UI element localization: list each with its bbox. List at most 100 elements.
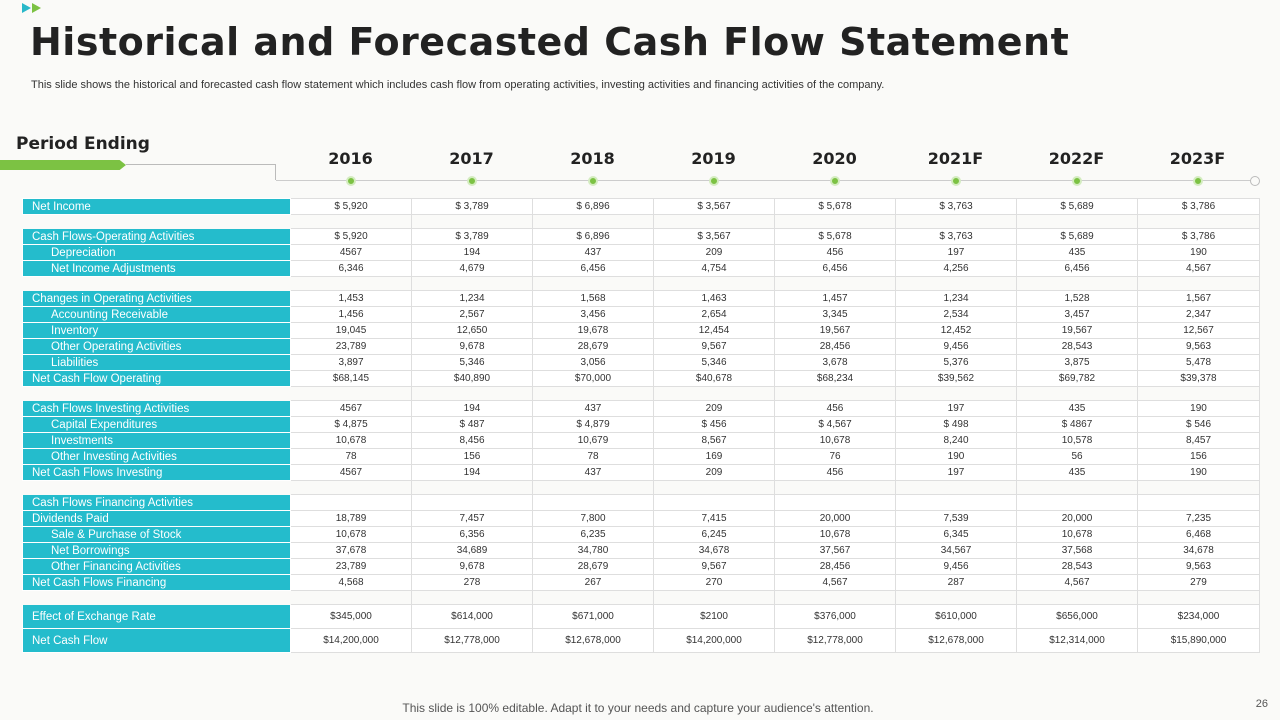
value-cell: 2,347 <box>1137 306 1260 323</box>
value-cell: $12,778,000 <box>411 628 533 653</box>
value-cell: 1,463 <box>653 290 775 307</box>
year-header: 2017 <box>449 149 494 168</box>
year-header: 2018 <box>570 149 615 168</box>
year-header: 2016 <box>328 149 373 168</box>
value-cell: 197 <box>895 244 1017 261</box>
spacer-cell <box>774 590 896 605</box>
spacer-cell <box>290 386 412 401</box>
value-cell: $68,234 <box>774 370 896 387</box>
value-cell: 9,678 <box>411 338 533 355</box>
value-cell <box>1137 494 1260 511</box>
value-cell: 437 <box>532 464 654 481</box>
value-cell: 3,457 <box>1016 306 1138 323</box>
value-cell: 28,543 <box>1016 338 1138 355</box>
spacer-row <box>22 480 1260 495</box>
footer-note: This slide is 100% editable. Adapt it to… <box>402 701 874 715</box>
green-arrow-icon <box>32 3 41 13</box>
value-cell: $12,314,000 <box>1016 628 1138 653</box>
period-ending-label: Period Ending <box>16 134 150 154</box>
spacer-cell <box>411 590 533 605</box>
row-label: Depreciation <box>22 244 291 261</box>
value-cell: 4567 <box>290 244 412 261</box>
value-cell: 78 <box>290 448 412 465</box>
value-cell: $69,782 <box>1016 370 1138 387</box>
value-cell <box>532 494 654 511</box>
value-cell: 209 <box>653 244 775 261</box>
spacer-cell <box>653 590 775 605</box>
value-cell: 1,567 <box>1137 290 1260 307</box>
value-cell: 190 <box>895 448 1017 465</box>
year-header: 2022F <box>1048 149 1105 168</box>
value-cell: 209 <box>653 464 775 481</box>
value-cell: 3,345 <box>774 306 896 323</box>
value-cell: 19,567 <box>774 322 896 339</box>
spacer-row <box>22 214 1260 229</box>
value-cell: $15,890,000 <box>1137 628 1260 653</box>
table-row: Other Financing Activities 23,789 9,678 28,… <box>22 558 1260 575</box>
value-cell: 1,456 <box>290 306 412 323</box>
value-cell: 278 <box>411 574 533 591</box>
slide-subtitle: This slide shows the historical and fore… <box>31 79 885 91</box>
page-number: 26 <box>1255 698 1268 710</box>
row-label: Effect of Exchange Rate <box>22 604 291 629</box>
value-cell: $12,678,000 <box>532 628 654 653</box>
value-cell: $ 498 <box>895 416 1017 433</box>
value-cell: 456 <box>774 400 896 417</box>
table-row: Cash Flows-Operating Activities $ 5,920 $ … <box>22 228 1260 245</box>
spacer-cell <box>653 276 775 291</box>
row-label: Liabilities <box>22 354 291 371</box>
table-row: Inventory 19,045 12,650 19,678 12,454 19,567 1… <box>22 322 1260 339</box>
value-cell: $ 3,786 <box>1137 198 1260 215</box>
value-cell: 4567 <box>290 464 412 481</box>
value-cell: $376,000 <box>774 604 896 629</box>
value-cell: 6,235 <box>532 526 654 543</box>
timeline-dot-icon <box>950 176 961 186</box>
value-cell: 4,256 <box>895 260 1017 277</box>
row-label: Other Financing Activities <box>22 558 291 575</box>
value-cell: 267 <box>532 574 654 591</box>
row-label: Net Income <box>22 198 291 215</box>
spacer-cell <box>895 276 1017 291</box>
row-label: Changes in Operating Activities <box>22 290 291 307</box>
spacer-cell <box>22 386 291 401</box>
value-cell: 20,000 <box>774 510 896 527</box>
value-cell: 34,678 <box>653 542 775 559</box>
value-cell: $39,378 <box>1137 370 1260 387</box>
value-cell: 2,534 <box>895 306 1017 323</box>
spacer-cell <box>774 386 896 401</box>
teal-arrow-icon <box>22 3 31 13</box>
value-cell: 6,456 <box>532 260 654 277</box>
table-row: Net Borrowings 37,678 34,689 34,780 34,678 37… <box>22 542 1260 559</box>
timeline-end-circle-icon <box>1250 176 1260 186</box>
value-cell: $39,562 <box>895 370 1017 387</box>
decorative-arrows <box>22 3 41 13</box>
spacer-row <box>22 386 1260 401</box>
timeline-dot-icon <box>466 176 477 186</box>
value-cell: 37,568 <box>1016 542 1138 559</box>
value-cell: 190 <box>1137 244 1260 261</box>
value-cell: 23,789 <box>290 558 412 575</box>
value-cell: 194 <box>411 244 533 261</box>
value-cell <box>774 494 896 511</box>
spacer-cell <box>1016 480 1138 495</box>
spacer-cell <box>653 480 775 495</box>
spacer-cell <box>895 386 1017 401</box>
value-cell: $ 4,879 <box>532 416 654 433</box>
value-cell: 56 <box>1016 448 1138 465</box>
value-cell: 3,678 <box>774 354 896 371</box>
value-cell: 1,457 <box>774 290 896 307</box>
value-cell: $12,778,000 <box>774 628 896 653</box>
value-cell: 4,567 <box>774 574 896 591</box>
value-cell: 9,456 <box>895 338 1017 355</box>
value-cell: 19,045 <box>290 322 412 339</box>
value-cell: $40,890 <box>411 370 533 387</box>
value-cell: 8,457 <box>1137 432 1260 449</box>
spacer-cell <box>1137 590 1260 605</box>
spacer-cell <box>411 386 533 401</box>
row-label: Net Cash Flow <box>22 628 291 653</box>
spacer-cell <box>411 214 533 229</box>
row-label: Net Cash Flows Financing <box>22 574 291 591</box>
row-label: Inventory <box>22 322 291 339</box>
value-cell: 6,468 <box>1137 526 1260 543</box>
value-cell: 5,478 <box>1137 354 1260 371</box>
